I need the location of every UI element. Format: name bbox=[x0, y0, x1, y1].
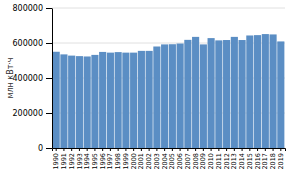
x-tick-mark bbox=[102, 148, 103, 151]
x-tick: 2019 bbox=[277, 148, 285, 170]
y-tick-label: 200000 bbox=[12, 109, 43, 118]
x-tick-mark bbox=[226, 148, 227, 151]
bar bbox=[146, 51, 153, 148]
bar bbox=[76, 56, 83, 148]
bar bbox=[239, 40, 246, 148]
x-tick-mark bbox=[211, 148, 212, 151]
x-tick-mark bbox=[187, 148, 188, 151]
x-tick-mark bbox=[125, 148, 126, 151]
y-tick-label: 400000 bbox=[12, 74, 43, 83]
y-tick-mark bbox=[46, 8, 52, 9]
x-tick-mark bbox=[149, 148, 150, 151]
bar bbox=[184, 40, 191, 148]
bar bbox=[130, 53, 137, 148]
bar bbox=[215, 40, 222, 148]
bar bbox=[122, 53, 129, 148]
y-tick-label: 0 bbox=[38, 144, 43, 153]
y-tick-label: 600000 bbox=[12, 39, 43, 48]
x-tick-mark bbox=[195, 148, 196, 151]
x-tick-mark bbox=[133, 148, 134, 151]
y-tick: 600000 bbox=[12, 39, 52, 48]
bar bbox=[231, 37, 238, 148]
bar bbox=[53, 52, 60, 148]
y-tick-mark bbox=[46, 148, 52, 149]
bar bbox=[200, 44, 207, 148]
y-axis-title: млн кВт·ч bbox=[6, 57, 15, 98]
grid bbox=[52, 8, 285, 148]
bar bbox=[153, 47, 160, 149]
chart: 0 200000 400000 600000 800000 199019911992199… bbox=[0, 0, 291, 180]
grid-line bbox=[52, 8, 285, 9]
bar bbox=[223, 40, 230, 148]
y-tick-label: 800000 bbox=[12, 4, 43, 13]
bar bbox=[277, 41, 284, 148]
x-tick-mark bbox=[172, 148, 173, 151]
x-tick-mark bbox=[156, 148, 157, 151]
y-tick-mark bbox=[46, 113, 52, 114]
x-tick-mark bbox=[273, 148, 274, 151]
x-tick-mark bbox=[265, 148, 266, 151]
bar bbox=[91, 55, 98, 148]
bar bbox=[254, 35, 261, 148]
y-tick-mark bbox=[46, 43, 52, 44]
y-tick: 0 bbox=[38, 144, 52, 153]
bar bbox=[138, 51, 145, 148]
y-axis-line bbox=[52, 9, 53, 149]
bar bbox=[208, 38, 215, 148]
bar bbox=[99, 52, 106, 148]
bar bbox=[68, 56, 75, 148]
bars bbox=[53, 34, 285, 148]
bar bbox=[161, 44, 168, 148]
bar bbox=[270, 34, 277, 148]
bar bbox=[177, 44, 184, 148]
y-axis: 0 200000 400000 600000 800000 bbox=[12, 4, 52, 153]
x-tick-mark bbox=[234, 148, 235, 151]
plot: 0 200000 400000 600000 800000 199019911992199… bbox=[12, 4, 285, 169]
x-tick-mark bbox=[164, 148, 165, 151]
x-tick-mark bbox=[94, 148, 95, 151]
y-tick: 800000 bbox=[12, 4, 52, 13]
bar bbox=[192, 37, 199, 148]
x-axis: 1990199119921993199419951996199719981999… bbox=[52, 148, 285, 170]
x-tick-mark bbox=[63, 148, 64, 151]
x-tick-mark bbox=[218, 148, 219, 151]
x-tick-mark bbox=[180, 148, 181, 151]
x-tick-mark bbox=[280, 148, 281, 151]
bar bbox=[169, 44, 176, 148]
bar bbox=[115, 52, 122, 148]
x-tick-mark bbox=[203, 148, 204, 151]
x-tick-mark bbox=[56, 148, 57, 151]
x-tick-mark bbox=[110, 148, 111, 151]
x-tick-label: 2019 bbox=[277, 153, 285, 170]
x-tick-mark bbox=[118, 148, 119, 151]
bar bbox=[60, 54, 67, 148]
y-tick: 200000 bbox=[12, 109, 52, 118]
x-tick-mark bbox=[141, 148, 142, 151]
y-tick-mark bbox=[46, 78, 52, 79]
x-axis-line bbox=[53, 149, 286, 152]
x-tick-mark bbox=[257, 148, 258, 151]
x-tick-mark bbox=[87, 148, 88, 151]
x-tick-mark bbox=[249, 148, 250, 151]
y-tick: 400000 bbox=[12, 74, 52, 83]
bar bbox=[107, 53, 114, 148]
bar bbox=[262, 34, 269, 148]
x-tick-mark bbox=[242, 148, 243, 151]
bar bbox=[246, 35, 253, 148]
x-tick-mark bbox=[71, 148, 72, 151]
x-tick-mark bbox=[79, 148, 80, 151]
bar bbox=[84, 56, 91, 148]
